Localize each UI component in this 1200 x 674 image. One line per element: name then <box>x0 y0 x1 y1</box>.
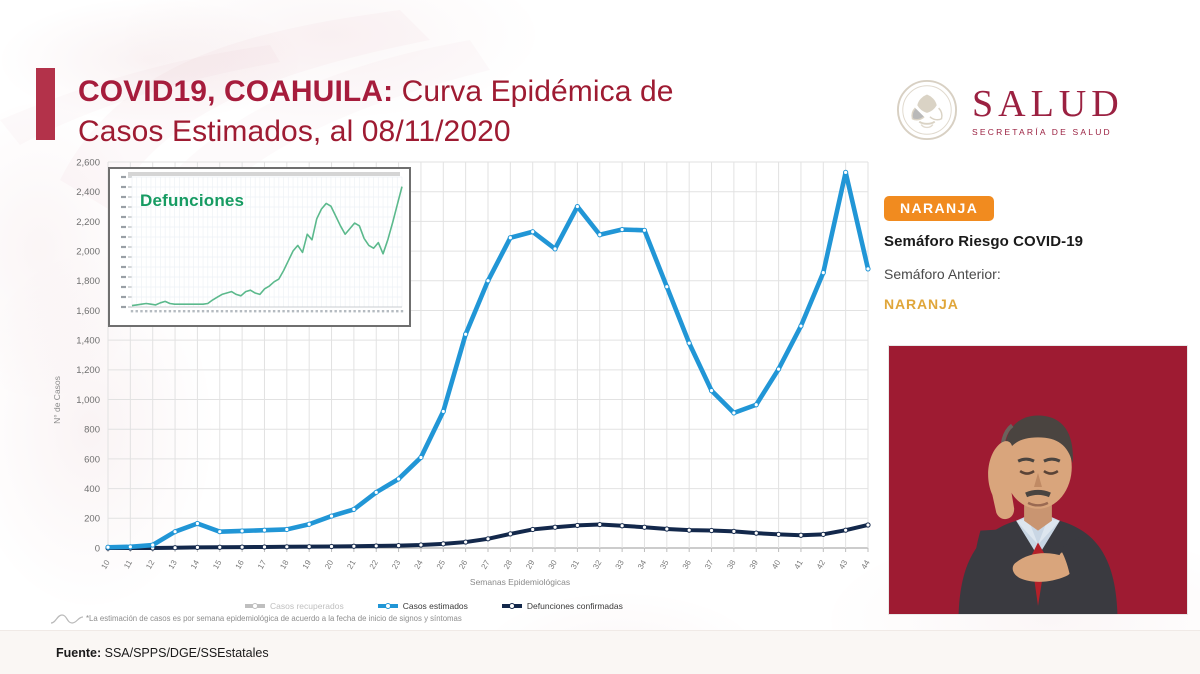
salud-logo: SALUD SECRETARÍA DE SALUD <box>896 74 1146 146</box>
y-tick-label: 600 <box>84 454 100 465</box>
chart-series <box>105 169 871 551</box>
y-tick-label: 1,200 <box>76 365 100 376</box>
x-tick-label: 32 <box>591 558 604 571</box>
y-tick-label: 800 <box>84 425 100 436</box>
x-tick-label: 26 <box>457 558 470 571</box>
x-tick-label: 16 <box>234 558 247 571</box>
x-tick-label: 22 <box>368 558 381 571</box>
x-tick-label: 10 <box>99 558 112 571</box>
x-tick-label: 36 <box>681 558 694 571</box>
x-tick-label: 24 <box>412 558 425 571</box>
status-badge: NARANJA <box>884 196 995 221</box>
x-tick-label: 13 <box>167 558 180 571</box>
y-tick-label: 2,400 <box>76 187 100 198</box>
legend-item-estimados: Casos estimados <box>377 601 468 611</box>
semaforo-risk-label: Semáforo Riesgo COVID-19 <box>884 233 1084 250</box>
title-strong: COVID19, COAHUILA: <box>78 75 394 108</box>
source-value: SSA/SPPS/DGE/SSEstatales <box>101 645 269 660</box>
title-accent-bar <box>36 68 55 140</box>
x-tick-label: 38 <box>725 558 738 571</box>
legend-marker-defunciones <box>501 603 522 610</box>
y-tick-label: 200 <box>84 514 100 525</box>
wave-decoration-icon <box>50 614 84 624</box>
salud-subtitle: SECRETARÍA DE SALUD <box>972 126 1112 137</box>
x-tick-label: 28 <box>502 558 515 571</box>
interpreter-figure <box>889 346 1187 614</box>
series-casos-estimados <box>105 169 871 550</box>
source-label: Fuente: <box>56 645 102 660</box>
x-tick-label: 15 <box>211 558 224 571</box>
x-tick-label: 29 <box>524 558 537 571</box>
x-tick-label: 21 <box>345 558 358 571</box>
legend-label-estimados: Casos estimados <box>402 601 468 611</box>
inset-chart-title: Defunciones <box>140 191 245 210</box>
x-tick-label: 23 <box>390 558 403 571</box>
semaforo-previous-value: NARANJA <box>884 296 959 312</box>
x-tick-label: 34 <box>636 558 649 571</box>
inset-gridlines <box>121 172 404 313</box>
x-tick-label: 20 <box>323 558 336 571</box>
y-tick-label: 1,800 <box>76 276 100 287</box>
legend-item-recuperados: Casos recuperados <box>245 601 344 611</box>
y-tick-label: 1,600 <box>76 306 100 317</box>
x-tick-label: 17 <box>256 558 269 571</box>
y-tick-label: 0 <box>95 543 100 554</box>
x-tick-label: 42 <box>815 558 828 571</box>
x-tick-label: 31 <box>569 558 582 571</box>
x-tick-label: 30 <box>547 558 560 571</box>
chart-footnote: *La estimación de casos es por semana ep… <box>86 614 462 623</box>
x-tick-label: 11 <box>122 558 134 570</box>
inset-defunciones-chart: Defunciones <box>108 167 411 327</box>
x-tick-label: 43 <box>837 558 850 571</box>
x-tick-label: 33 <box>614 558 627 571</box>
legend-label-defunciones: Defunciones confirmadas <box>526 601 623 611</box>
source-text: Fuente: SSA/SPPS/DGE/SSEstatales <box>56 646 269 660</box>
sign-language-interpreter-video <box>888 345 1188 615</box>
x-tick-label: 39 <box>748 558 761 571</box>
x-tick-label: 25 <box>435 558 448 571</box>
y-tick-label: 400 <box>84 484 100 495</box>
y-tick-label: 1,400 <box>76 336 100 347</box>
legend-marker-recuperados <box>245 603 265 610</box>
legend-item-defunciones: Defunciones confirmadas <box>501 601 623 611</box>
y-tick-label: 2,200 <box>76 217 100 228</box>
x-tick-label: 19 <box>301 558 314 571</box>
title-line2: Casos Estimados, al 08/11/2020 <box>78 115 511 148</box>
chart-x-axis-labels: 10 11 12 13 14 15 16 17 18 19 20 21 22 23 24 25 26 27 28 29… <box>99 558 872 571</box>
semaforo-previous-label: Semáforo Anterior: <box>884 266 1001 282</box>
chart-x-axis-title: Semanas Epidemiológicas <box>470 577 570 587</box>
series-defunciones-confirmadas <box>105 521 871 551</box>
y-tick-label: 2,600 <box>76 157 100 168</box>
x-tick-label: 27 <box>479 558 492 571</box>
title-rest: Curva Epidémica de <box>393 75 674 108</box>
x-tick-label: 44 <box>859 558 872 571</box>
y-tick-label: 2,000 <box>76 246 100 257</box>
semaforo-panel: NARANJA Semáforo Riesgo COVID-19 Semáfor… <box>884 196 1184 312</box>
x-tick-label: 14 <box>189 558 202 571</box>
chart-legend: Casos recuperados Casos estimados Defunc… <box>245 598 665 614</box>
y-tick-label: 1,000 <box>76 395 100 406</box>
x-tick-label: 12 <box>144 558 157 571</box>
chart-canvas: 0 200 400 600 800 1,000 1,200 1,400 1,600 1,800 2,… <box>52 157 872 587</box>
page-title: COVID19, COAHUILA: Curva Epidémica de Ca… <box>78 72 848 152</box>
x-tick-label: 18 <box>278 558 291 571</box>
source-footer-band: Fuente: SSA/SPPS/DGE/SSEstatales <box>0 630 1200 674</box>
main-epidemic-curve-chart: 0 200 400 600 800 1,000 1,200 1,400 1,600 1,800 2,… <box>50 150 880 620</box>
inset-chart-canvas <box>110 169 409 325</box>
mexican-coat-of-arms-icon <box>896 79 958 141</box>
x-tick-label: 40 <box>770 558 783 571</box>
x-tick-label: 41 <box>792 558 805 571</box>
x-tick-label: 35 <box>658 558 671 571</box>
legend-label-recuperados: Casos recuperados <box>270 601 344 611</box>
inset-series-line <box>131 186 403 307</box>
salud-wordmark: SALUD <box>972 82 1124 125</box>
chart-y-axis-title: N° de Casos <box>52 376 62 424</box>
chart-y-axis-labels: 0 200 400 600 800 1,000 1,200 1,400 1,600 1,800 2,… <box>76 157 100 554</box>
x-tick-label: 37 <box>703 558 716 571</box>
legend-marker-estimados <box>377 603 398 610</box>
